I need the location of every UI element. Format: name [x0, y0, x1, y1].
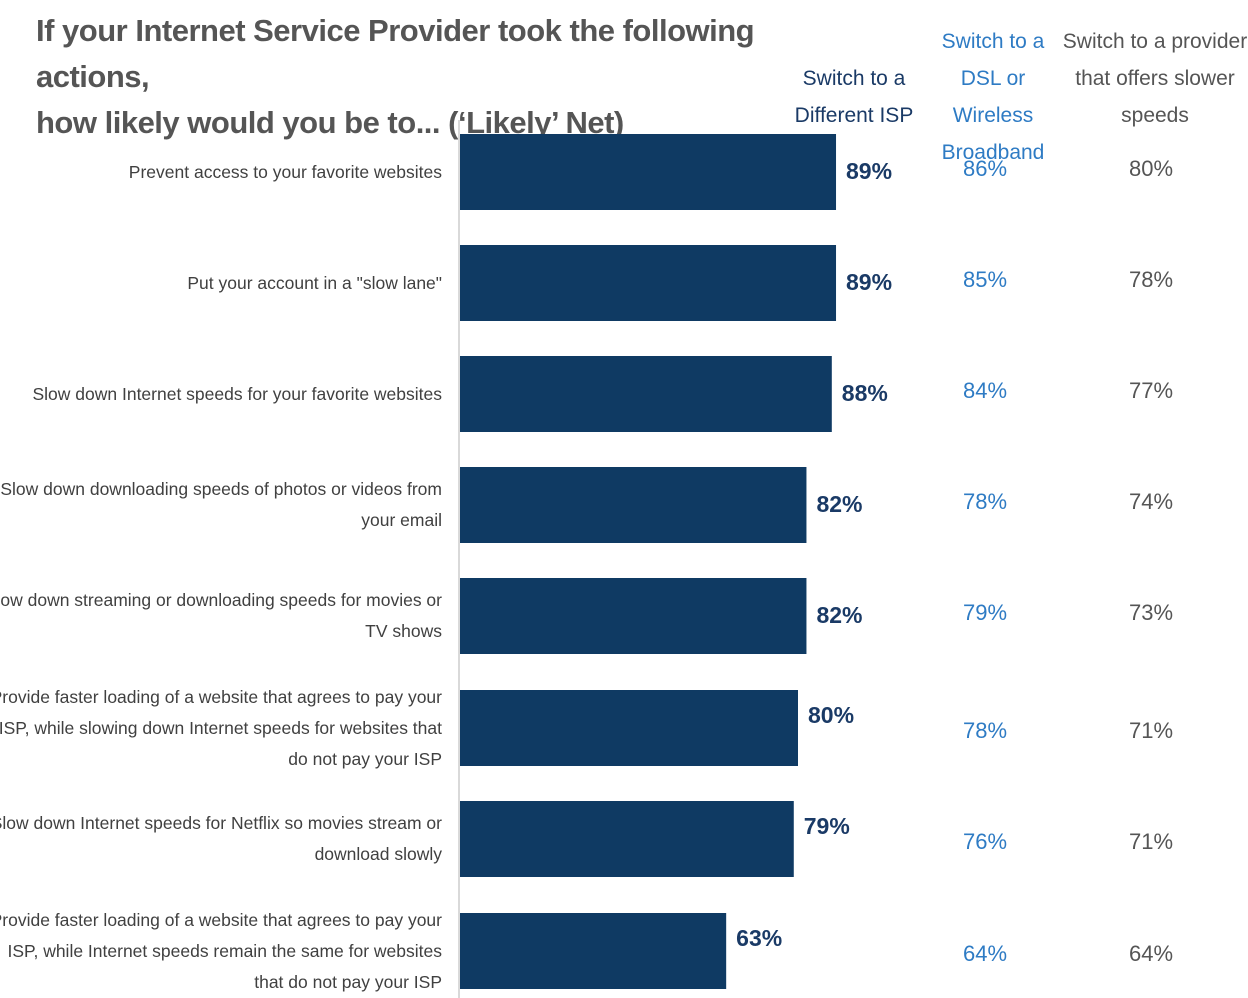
bar — [460, 134, 837, 210]
category-label-line: Slow down downloading speeds of photos o… — [0, 479, 442, 499]
category-label-line: Slow down Internet speeds for your favor… — [32, 383, 442, 404]
category-label-line: Prevent access to your favorite websites — [128, 161, 442, 182]
category-label: Prevent access to your favorite websites — [129, 157, 442, 188]
header-line: DSL or Wireless — [952, 67, 1034, 127]
data-label-slower-speeds: 73% — [1128, 600, 1174, 625]
header-line: Switch to a provider — [1062, 30, 1248, 53]
title-line-1: If your Internet Service Provider took t… — [36, 13, 755, 94]
data-label-different-isp: 82% — [816, 602, 863, 628]
data-label-dsl-wireless: 86% — [962, 156, 1008, 181]
data-label-dsl-wireless: 84% — [962, 378, 1008, 403]
category-label-line: Put your account in a "slow lane" — [187, 272, 442, 293]
header-line: Switch to a — [802, 67, 906, 90]
bar — [460, 245, 837, 321]
column-header-dsl-wireless: Switch to a DSL or Wireless Broadband — [918, 23, 1068, 171]
category-label-line: ISP, while slowing down Internet speeds … — [0, 717, 442, 738]
bar — [460, 578, 807, 654]
data-label-dsl-wireless: 78% — [962, 718, 1008, 743]
data-label-different-isp: 89% — [846, 158, 893, 184]
data-label-different-isp: 88% — [841, 380, 888, 406]
data-label-slower-speeds: 77% — [1128, 378, 1174, 403]
category-label-line: TV shows — [365, 621, 442, 641]
bar — [460, 356, 832, 432]
data-label-different-isp: 63% — [736, 925, 783, 951]
data-label-slower-speeds: 71% — [1128, 718, 1174, 743]
bar — [460, 467, 807, 543]
category-label: Slow down streaming or downloading speed… — [0, 585, 442, 647]
header-line: Broadband — [941, 141, 1045, 164]
data-label-dsl-wireless: 64% — [962, 941, 1008, 966]
data-label-slower-speeds: 80% — [1128, 156, 1174, 181]
data-label-different-isp: 79% — [803, 813, 850, 839]
category-label: Provide faster loading of a website that… — [0, 682, 442, 775]
category-label-line: Slow down streaming or downloading speed… — [0, 590, 442, 610]
data-label-different-isp: 82% — [816, 491, 863, 517]
category-label: Provide faster loading of a website that… — [0, 905, 442, 998]
category-label-line: Provide faster loading of a website that… — [0, 686, 442, 707]
category-label-line: that do not pay your ISP — [254, 971, 442, 992]
data-label-slower-speeds: 71% — [1128, 829, 1174, 854]
category-label-line: download slowly — [314, 844, 442, 864]
header-line: Different ISP — [794, 104, 914, 127]
category-label-line: ISP, while Internet speeds remain the sa… — [7, 940, 442, 961]
category-label-line: Provide faster loading of a website that… — [0, 909, 442, 930]
data-label-dsl-wireless: 85% — [962, 267, 1008, 292]
category-label: Slow down downloading speeds of photos o… — [0, 474, 442, 536]
header-line: that offers slower — [1075, 67, 1235, 90]
data-label-dsl-wireless: 78% — [962, 489, 1008, 514]
header-line: Switch to a — [941, 30, 1045, 53]
data-label-different-isp: 89% — [846, 269, 893, 295]
category-label: Slow down Internet speeds for Netflix so… — [0, 808, 442, 870]
data-label-slower-speeds: 74% — [1128, 489, 1174, 514]
category-axis-line — [458, 120, 460, 998]
bar — [460, 913, 727, 989]
bar — [460, 690, 798, 766]
category-label: Slow down Internet speeds for your favor… — [32, 379, 442, 410]
column-header-slower-speeds: Switch to a provider that offers slower … — [1062, 23, 1248, 134]
category-label-line: Slow down Internet speeds for Netflix so… — [0, 813, 442, 833]
data-label-slower-speeds: 64% — [1128, 941, 1174, 966]
data-label-dsl-wireless: 76% — [962, 829, 1008, 854]
bar — [460, 801, 794, 877]
category-label-line: your email — [361, 510, 442, 530]
data-label-slower-speeds: 78% — [1128, 267, 1174, 292]
header-line: speeds — [1121, 104, 1189, 127]
data-label-dsl-wireless: 79% — [962, 600, 1008, 625]
category-label-line: do not pay your ISP — [288, 748, 442, 769]
data-label-different-isp: 80% — [808, 702, 855, 728]
category-label: Put your account in a "slow lane" — [187, 268, 442, 299]
column-header-different-isp: Switch to a Different ISP — [784, 60, 924, 134]
